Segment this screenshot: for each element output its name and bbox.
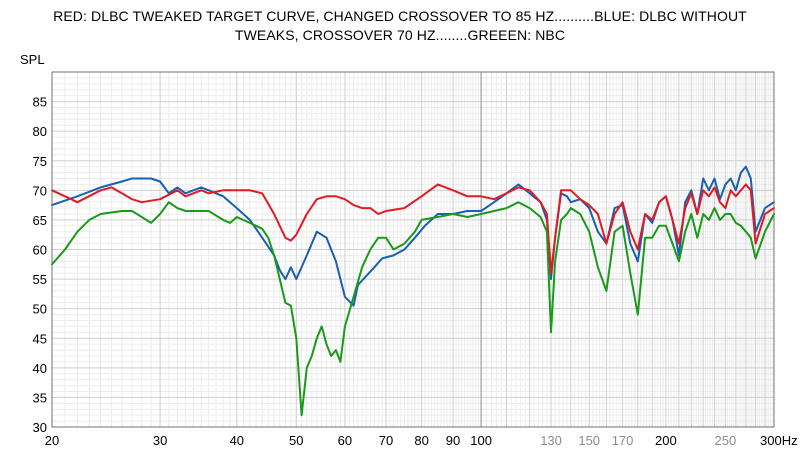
x-tick-label: 60 [338, 433, 352, 448]
x-tick-label: 250 [715, 433, 737, 448]
x-tick-label: 100 [470, 433, 492, 448]
x-tick-label: 30 [153, 433, 167, 448]
y-tick-labels: 30 35 40 45 50 55 60 65 70 75 80 85 [33, 95, 47, 435]
series-group [51, 165, 775, 417]
y-tick-label: 50 [33, 302, 47, 317]
y-axis-label: SPL [20, 52, 45, 67]
y-tick-label: 35 [33, 390, 47, 405]
y-tick-label: 55 [33, 272, 47, 287]
series-line-2 [51, 201, 775, 417]
x-tick-label: 80 [414, 433, 428, 448]
chart-title-line1: RED: DLBC TWEAKED TARGET CURVE, CHANGED … [53, 8, 747, 24]
y-tick-label: 85 [33, 95, 47, 110]
y-tick-label: 80 [33, 124, 47, 139]
x-tick-label: 200 [655, 433, 677, 448]
series-line-1 [51, 183, 775, 275]
x-tick-labels: 20 30 40 50 60 70 80 90 100 130 150 170 200 250 300Hz [45, 433, 798, 448]
chart-title-line2: TWEAKS, CROSSOVER 70 HZ........GREEEN: N… [234, 27, 566, 43]
x-tick-label: 150 [578, 433, 600, 448]
y-tick-label: 60 [33, 243, 47, 258]
plot-frame [51, 71, 775, 428]
y-tick-label: 70 [33, 183, 47, 198]
x-tick-label: 300Hz [760, 433, 798, 448]
y-tick-label: 40 [33, 361, 47, 376]
x-tick-label: 170 [612, 433, 634, 448]
x-tick-label: 130 [540, 433, 562, 448]
y-tick-label: 30 [33, 420, 47, 435]
y-tick-label: 75 [33, 154, 47, 169]
x-tick-label: 50 [289, 433, 303, 448]
x-tick-label: 20 [45, 433, 59, 448]
y-tick-label: 65 [33, 213, 47, 228]
x-tick-label: 70 [379, 433, 393, 448]
major-grid [52, 72, 774, 428]
x-tick-label: 90 [446, 433, 460, 448]
y-tick-label: 45 [33, 331, 47, 346]
x-tick-label: 40 [230, 433, 244, 448]
